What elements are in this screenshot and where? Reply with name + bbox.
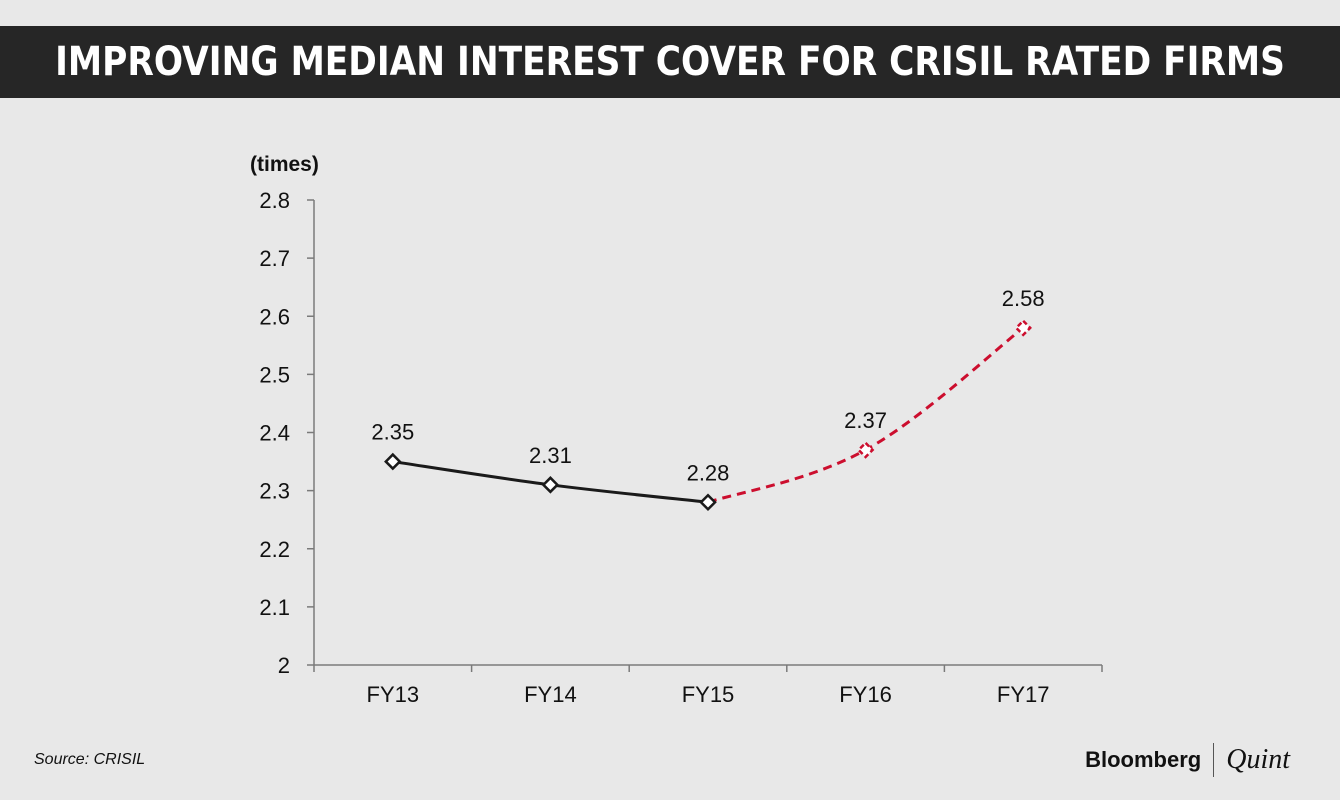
y-tick-label: 2.3 bbox=[259, 479, 290, 504]
x-tick-label: FY17 bbox=[997, 682, 1050, 707]
y-axis-unit-label: (times) bbox=[250, 153, 319, 176]
chart-data-labels: 2.35 2.31 2.28 2.37 2.58 bbox=[371, 286, 1044, 485]
data-point-marker bbox=[1014, 319, 1032, 337]
data-label: 2.31 bbox=[529, 443, 572, 468]
y-tick-label: 2 bbox=[278, 653, 290, 678]
y-tick-label: 2.4 bbox=[259, 421, 290, 446]
data-point-marker bbox=[384, 452, 402, 471]
title-bar: IMPROVING MEDIAN INTEREST COVER FOR CRIS… bbox=[0, 26, 1340, 98]
x-tick-label: FY14 bbox=[524, 682, 577, 707]
data-point-marker bbox=[699, 493, 717, 512]
data-point-marker bbox=[541, 476, 560, 494]
y-tick-label: 2.6 bbox=[259, 304, 290, 329]
data-point-marker bbox=[856, 441, 875, 459]
data-label: 2.28 bbox=[687, 460, 730, 485]
data-label: 2.37 bbox=[844, 408, 887, 433]
y-tick-label: 2.8 bbox=[259, 188, 290, 213]
brand-primary: Bloomberg bbox=[1085, 747, 1202, 772]
y-tick-label: 2.2 bbox=[259, 537, 290, 562]
chart-markers bbox=[384, 319, 1032, 512]
x-tick-label: FY15 bbox=[682, 682, 735, 707]
x-tick-label: FY16 bbox=[839, 682, 892, 707]
data-label: 2.35 bbox=[371, 420, 414, 445]
x-tick-label: FY13 bbox=[367, 682, 420, 707]
y-tick-label: 2.5 bbox=[259, 362, 290, 387]
page-title: IMPROVING MEDIAN INTEREST COVER FOR CRIS… bbox=[55, 39, 1285, 85]
brand-logo: Bloomberg Quint bbox=[1085, 742, 1290, 778]
brand-separator bbox=[1213, 743, 1215, 777]
y-tick-label: 2.7 bbox=[259, 246, 290, 271]
brand-secondary: Quint bbox=[1226, 744, 1290, 775]
source-note: Source: CRISIL bbox=[34, 751, 146, 768]
y-tick-label: 2.1 bbox=[259, 595, 290, 620]
data-label: 2.58 bbox=[1002, 286, 1045, 311]
chart-axes: 2 2.1 2.2 2.3 2.4 2.5 2.6 2.7 2.8 (times) FY13 FY14… bbox=[250, 153, 1103, 707]
